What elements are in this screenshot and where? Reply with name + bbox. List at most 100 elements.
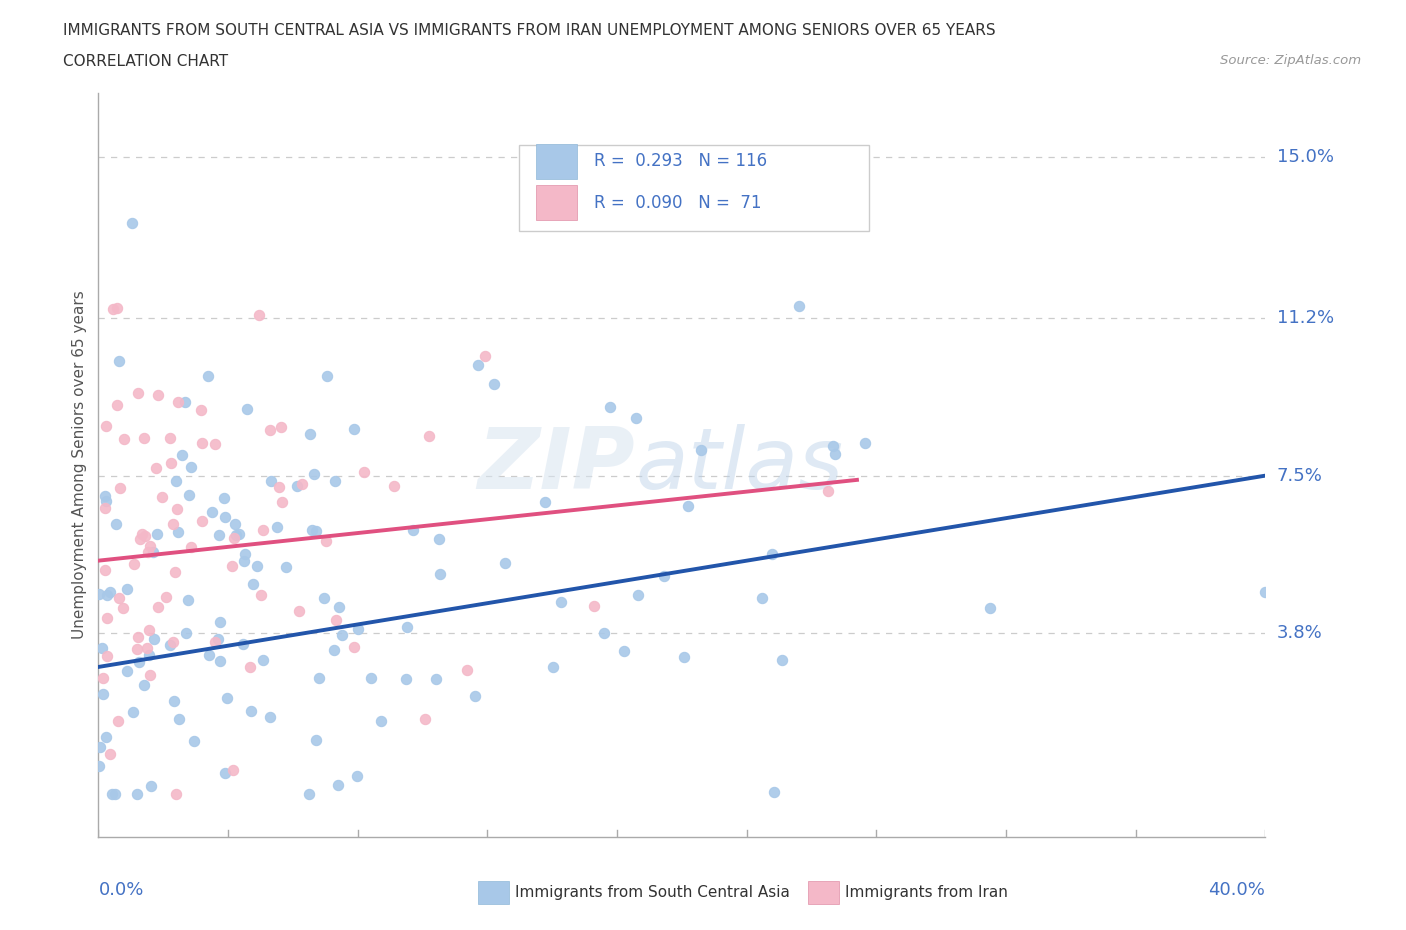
Point: [108, 353, 131, 368]
Point: [198, 647, 221, 662]
Text: 40.0%: 40.0%: [1209, 882, 1265, 899]
Point: [180, 539, 202, 554]
Point: [165, 473, 187, 488]
Point: [690, 443, 713, 458]
Point: [315, 533, 337, 548]
Point: [201, 504, 224, 519]
Point: [91, 671, 114, 685]
Point: [191, 435, 214, 450]
Point: [96, 493, 118, 508]
Point: [128, 655, 150, 670]
Point: [624, 410, 647, 425]
Point: [751, 591, 773, 605]
Point: [582, 599, 605, 614]
Point: [288, 604, 311, 619]
Point: [107, 713, 129, 728]
Point: [167, 525, 190, 539]
Point: [418, 428, 440, 443]
Point: [550, 594, 572, 609]
Point: [89, 586, 111, 601]
Point: [96, 418, 118, 433]
Point: [132, 431, 155, 445]
Point: [761, 547, 783, 562]
Point: [127, 630, 149, 644]
FancyBboxPatch shape: [536, 143, 576, 179]
Text: atlas: atlas: [636, 423, 844, 507]
Point: [301, 523, 323, 538]
Point: [94, 488, 117, 503]
Point: [94, 563, 117, 578]
Point: [228, 526, 250, 541]
Text: 3.8%: 3.8%: [1277, 624, 1322, 642]
Point: [467, 358, 489, 373]
Point: [107, 300, 129, 315]
Point: [464, 688, 486, 703]
Point: [104, 787, 127, 802]
Point: [170, 447, 193, 462]
Point: [155, 590, 177, 604]
Point: [129, 532, 152, 547]
Point: [343, 640, 366, 655]
Point: [214, 765, 236, 780]
Point: [239, 659, 262, 674]
Point: [165, 565, 187, 579]
Point: [323, 643, 346, 658]
Point: [224, 530, 246, 545]
Point: [96, 587, 118, 602]
Point: [266, 520, 288, 535]
Point: [225, 527, 247, 542]
Text: R =  0.090   N =  71: R = 0.090 N = 71: [595, 193, 762, 211]
Point: [159, 637, 181, 652]
Text: Source: ZipAtlas.com: Source: ZipAtlas.com: [1220, 54, 1361, 67]
Point: [98, 585, 121, 600]
Point: [100, 787, 122, 802]
Point: [115, 581, 138, 596]
Point: [541, 659, 564, 674]
Text: R =  0.293   N = 116: R = 0.293 N = 116: [595, 153, 768, 170]
Point: [162, 516, 184, 531]
Point: [246, 558, 269, 573]
Point: [240, 704, 263, 719]
Point: [360, 671, 382, 685]
Point: [105, 397, 128, 412]
Point: [326, 777, 349, 792]
Point: [312, 591, 335, 605]
Point: [770, 653, 793, 668]
Point: [167, 711, 190, 726]
Point: [191, 513, 214, 528]
Point: [274, 560, 297, 575]
Point: [347, 621, 370, 636]
Point: [136, 641, 159, 656]
Point: [204, 436, 226, 451]
Point: [259, 710, 281, 724]
Point: [121, 705, 143, 720]
Point: [308, 671, 330, 685]
Point: [233, 547, 256, 562]
Point: [652, 568, 675, 583]
Point: [534, 495, 557, 510]
Point: [125, 642, 148, 657]
Point: [979, 601, 1001, 616]
Point: [291, 476, 314, 491]
Point: [209, 653, 232, 668]
Point: [90, 641, 112, 656]
Point: [1254, 584, 1277, 599]
Point: [305, 523, 328, 538]
Point: [208, 615, 231, 630]
Point: [402, 523, 425, 538]
Point: [112, 432, 135, 446]
Point: [221, 558, 243, 573]
Point: [174, 626, 197, 641]
Point: [232, 553, 254, 568]
Point: [91, 687, 114, 702]
Point: [162, 634, 184, 649]
Point: [474, 349, 496, 364]
Point: [139, 668, 162, 683]
Point: [183, 733, 205, 748]
Point: [395, 671, 418, 686]
Point: [108, 481, 131, 496]
Point: [429, 566, 451, 581]
Point: [138, 647, 160, 662]
Point: [139, 538, 162, 553]
Point: [139, 778, 162, 793]
